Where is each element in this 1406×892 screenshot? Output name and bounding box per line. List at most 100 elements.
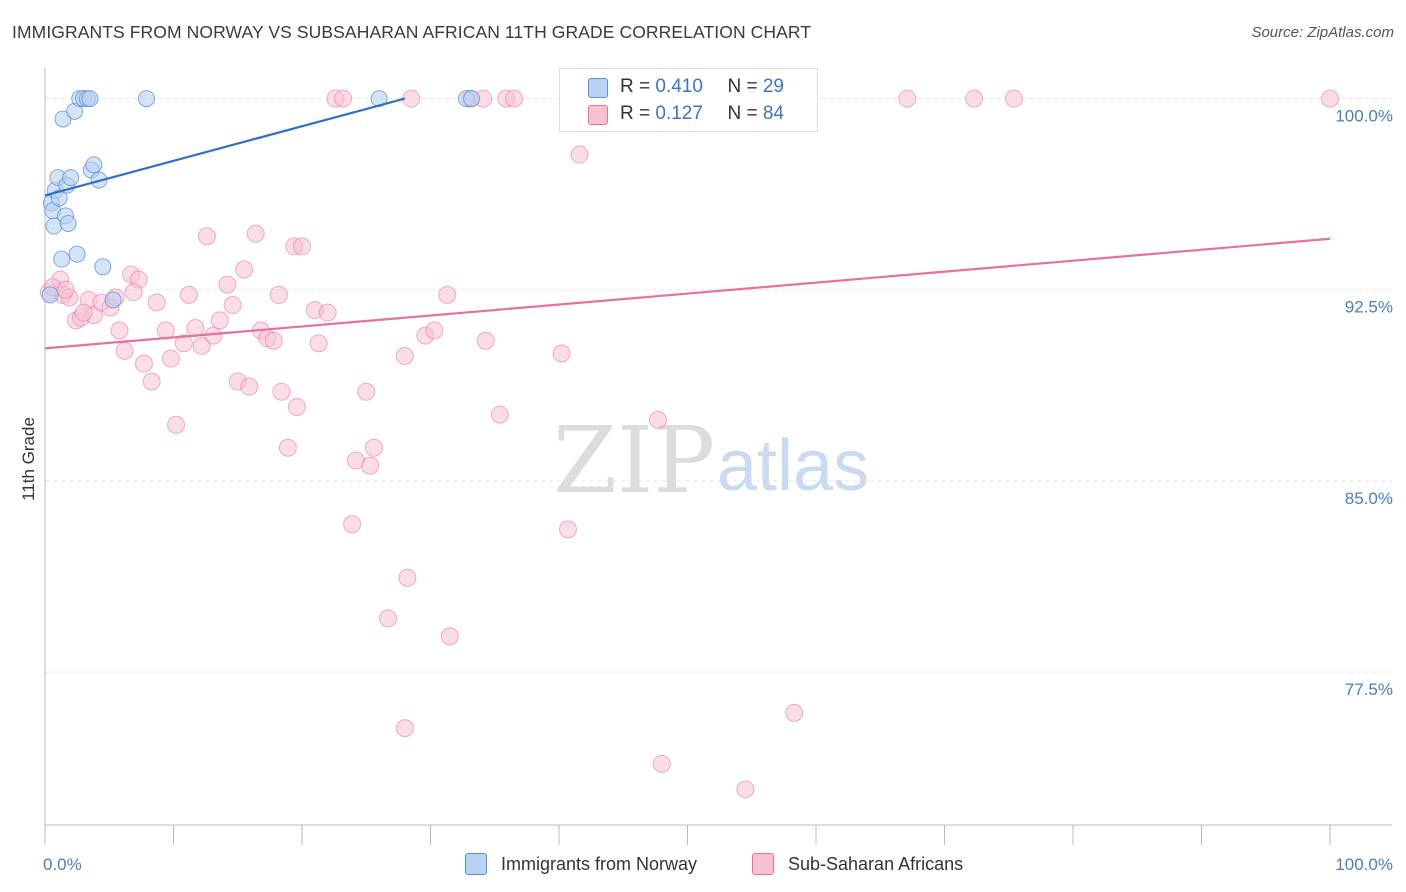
y-axis-title: 11th Grade [19, 417, 38, 501]
point-sub-saharan [552, 344, 571, 363]
legend-r-label: R = [620, 103, 656, 124]
point-sub-saharan [558, 520, 577, 539]
point-norway [50, 189, 68, 207]
legend-r-label: R = [620, 76, 656, 97]
watermark-atlas: atlas [717, 426, 869, 506]
trend-line-norway [44, 97, 406, 197]
y-tick-label: 92.5% [1345, 298, 1393, 317]
point-sub-saharan [318, 303, 337, 322]
point-norway [68, 245, 86, 263]
series-norway-points [41, 90, 481, 309]
y-tick-label: 77.5% [1345, 680, 1393, 699]
legend-item-norway: Immigrants from Norway [465, 852, 697, 876]
point-norway [59, 214, 77, 232]
point-sub-saharan [56, 280, 75, 299]
point-sub-saharan [490, 405, 509, 424]
point-sub-saharan [223, 296, 242, 315]
legend-swatch-subsaharan [752, 853, 774, 875]
x-tick-label-max: 100.0% [1335, 855, 1393, 874]
point-sub-saharan [134, 354, 153, 373]
point-sub-saharan [269, 285, 288, 304]
point-norway [94, 258, 112, 276]
point-sub-saharan [379, 609, 398, 628]
point-sub-saharan [235, 260, 254, 279]
series-sub-saharan-points [39, 89, 1339, 799]
legend-r-value: 0.127 [655, 103, 703, 124]
legend-n-label: N = [727, 103, 763, 124]
point-sub-saharan [570, 145, 589, 164]
point-sub-saharan [204, 326, 223, 345]
point-sub-saharan [246, 224, 265, 243]
source-label: Source: ZipAtlas.com [1251, 24, 1394, 41]
legend-swatch-pink [588, 105, 608, 125]
point-sub-saharan [898, 89, 917, 108]
point-sub-saharan [142, 372, 161, 391]
legend-r-value: 0.410 [655, 76, 703, 97]
point-sub-saharan [334, 89, 353, 108]
point-norway [81, 90, 99, 108]
point-sub-saharan [1004, 89, 1023, 108]
point-sub-saharan [425, 321, 444, 340]
legend-item-subsaharan: Sub-Saharan Africans [752, 852, 963, 876]
point-sub-saharan [179, 285, 198, 304]
point-sub-saharan [161, 349, 180, 368]
legend-n-label: N = [727, 76, 763, 97]
point-sub-saharan [364, 438, 383, 457]
correlation-legend: R = 0.410 N = 29 R = 0.127 N = 84 [559, 68, 818, 132]
x-tick-label-min: 0.0% [43, 855, 82, 874]
point-sub-saharan [240, 377, 259, 396]
grid-lines [45, 98, 1392, 673]
point-sub-saharan [440, 627, 459, 646]
point-sub-saharan [505, 89, 524, 108]
point-norway [41, 286, 59, 304]
point-sub-saharan [361, 456, 380, 475]
point-sub-saharan [167, 415, 186, 434]
y-tick-label: 100.0% [1335, 107, 1393, 126]
point-sub-saharan [115, 341, 134, 360]
point-sub-saharan [174, 334, 193, 353]
point-sub-saharan [357, 382, 376, 401]
trend-lines [44, 97, 1331, 350]
point-sub-saharan [402, 89, 421, 108]
point-sub-saharan [210, 311, 229, 330]
point-sub-saharan [74, 303, 93, 322]
point-norway [85, 156, 103, 174]
legend-label-subsaharan: Sub-Saharan Africans [788, 853, 964, 874]
point-sub-saharan [309, 334, 328, 353]
point-sub-saharan [278, 438, 297, 457]
point-sub-saharan [186, 318, 205, 337]
point-sub-saharan [192, 336, 211, 355]
point-norway [138, 90, 156, 108]
legend-swatch-blue [588, 78, 608, 98]
legend-label-norway: Immigrants from Norway [501, 853, 698, 874]
axes [44, 68, 1392, 845]
point-sub-saharan [395, 347, 414, 366]
point-sub-saharan [648, 410, 667, 429]
point-sub-saharan [343, 515, 362, 534]
point-sub-saharan [264, 331, 283, 350]
point-sub-saharan [272, 382, 291, 401]
point-sub-saharan [476, 331, 495, 350]
point-norway [53, 250, 71, 268]
chart-title: IMMIGRANTS FROM NORWAY VS SUBSAHARAN AFR… [12, 22, 812, 42]
point-sub-saharan [398, 568, 417, 587]
point-sub-saharan [147, 293, 166, 312]
trend-line-sub-saharan [44, 237, 1331, 350]
point-sub-saharan [110, 321, 129, 340]
point-norway [463, 90, 481, 108]
legend-n-value: 84 [762, 103, 784, 124]
y-tick-label: 85.0% [1345, 489, 1393, 508]
point-norway [104, 291, 122, 309]
point-sub-saharan [287, 397, 306, 416]
point-sub-saharan [785, 703, 804, 722]
point-sub-saharan [965, 89, 984, 108]
legend-swatch-norway [465, 853, 487, 875]
point-sub-saharan [197, 227, 216, 246]
point-sub-saharan [124, 283, 143, 302]
point-sub-saharan [218, 275, 237, 294]
point-sub-saharan [652, 754, 671, 773]
watermark: ZIP atlas [553, 407, 869, 514]
legend-n-value: 29 [762, 76, 784, 97]
point-sub-saharan [1321, 89, 1339, 108]
